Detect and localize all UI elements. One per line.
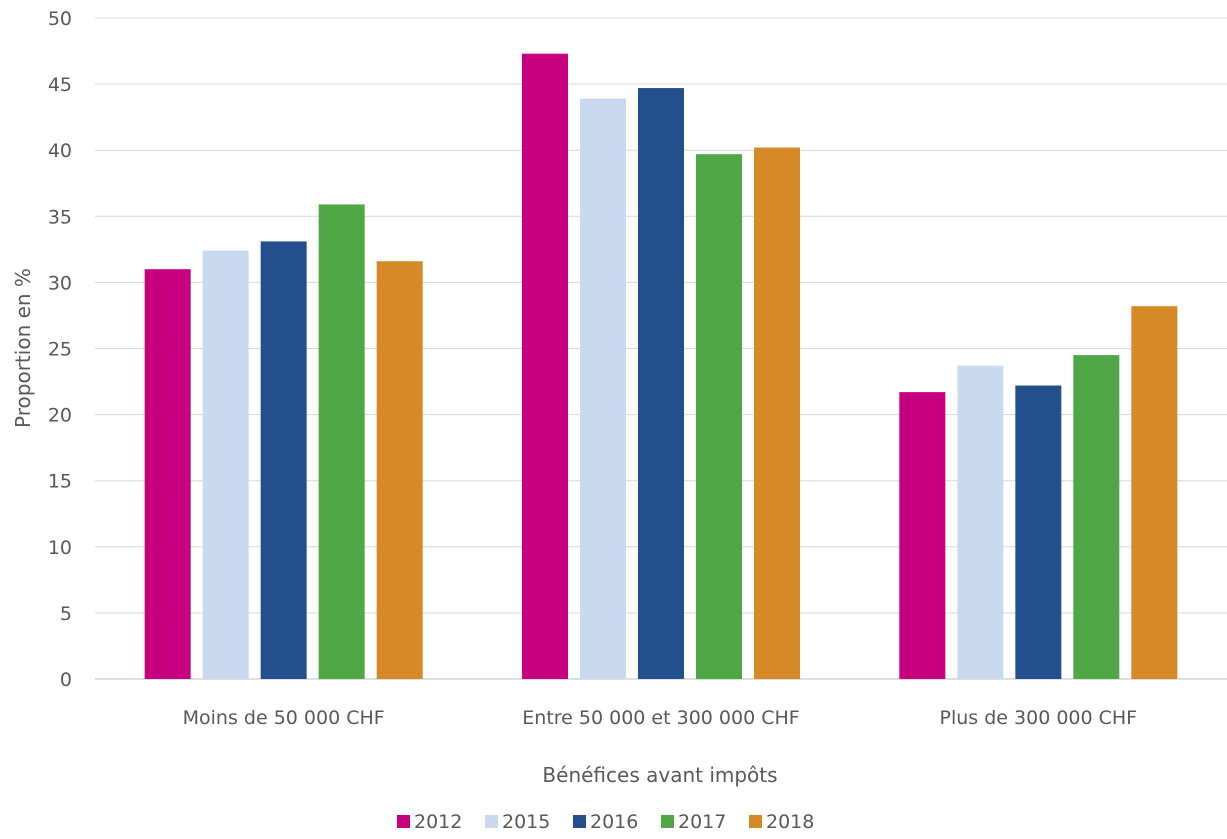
legend-swatch-2016 [573,815,586,828]
y-tick-label: 10 [48,537,72,559]
y-axis-ticks: 0 5 10 15 20 25 30 35 40 45 50 [48,8,72,691]
bar-2017-3 [1073,355,1120,679]
bar-2018-1 [376,261,423,679]
y-tick-label: 0 [60,669,72,691]
y-tick-label: 15 [48,471,72,493]
bar-2017-1 [318,204,365,680]
legend-label: 2015 [502,811,550,833]
legend-swatch-2015 [485,815,498,828]
legend-label: 2016 [590,811,638,833]
x-category-label: Plus de 300 000 CHF [940,707,1138,729]
y-tick-label: 20 [48,405,72,427]
x-axis-title: Bénéfices avant impôts [542,763,777,787]
bar-2016-2 [638,88,684,680]
y-tick-label: 30 [48,272,72,294]
bar-2018-2 [754,147,800,679]
x-category-label: Entre 50 000 et 300 000 CHF [522,707,799,729]
legend-swatch-2012 [397,815,410,828]
bar-2016-1 [260,241,307,679]
y-tick-label: 45 [48,74,72,96]
bar-2012-2 [522,53,568,680]
y-tick-label: 35 [48,206,72,228]
x-category-label: Moins de 50 000 CHF [183,707,385,729]
bar-2012-1 [144,269,191,679]
legend-swatch-2017 [661,815,674,828]
bar-2015-3 [957,365,1004,679]
bar-2018-3 [1131,306,1178,679]
y-tick-label: 40 [48,140,72,162]
bar-2017-2 [696,154,742,679]
y-tick-label: 50 [48,8,72,30]
legend-label: 2012 [414,811,462,833]
bar-2012-3 [899,392,946,679]
bar-2015-2 [580,98,626,680]
legend-label: 2018 [766,811,814,833]
y-tick-label: 5 [60,603,72,625]
y-axis-title: Proportion en % [11,268,35,428]
bar-2016-3 [1015,385,1062,679]
legend-swatch-2018 [749,815,762,828]
x-axis-categories: Moins de 50 000 CHF Entre 50 000 et 300 0… [183,707,1138,729]
legend-label: 2017 [678,811,726,833]
legend: 2012 2015 2016 2017 2018 [397,811,814,833]
bar-2015-1 [202,250,249,679]
y-tick-label: 25 [48,339,72,361]
bars [144,53,1178,680]
